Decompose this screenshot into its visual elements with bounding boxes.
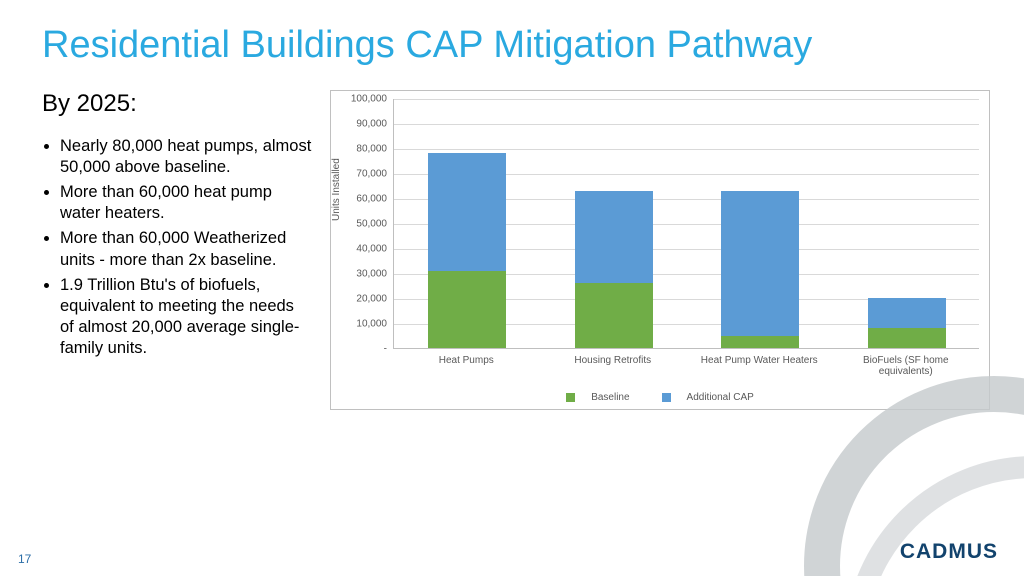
bullet-item: Nearly 80,000 heat pumps, almost 50,000 … [60, 136, 312, 178]
bar-segment-baseline [428, 271, 506, 349]
y-tick-label: 20,000 [356, 294, 387, 305]
y-tick-label: 10,000 [356, 319, 387, 330]
legend-swatch [566, 393, 575, 402]
subhead: By 2025: [42, 90, 137, 118]
bar-segment-additional [575, 191, 653, 284]
grid-line [394, 124, 979, 125]
y-axis: -10,00020,00030,00040,00050,00060,00070,… [331, 99, 391, 349]
slide: Residential Buildings CAP Mitigation Pat… [0, 0, 1024, 576]
x-tick-label: Heat Pumps [397, 355, 536, 366]
x-tick-label: Housing Retrofits [543, 355, 682, 366]
bar-segment-baseline [721, 336, 799, 349]
bar-segment-additional [868, 298, 946, 328]
bar-segment-additional [428, 153, 506, 271]
bullet-item: More than 60,000 heat pump water heaters… [60, 182, 312, 224]
chart: Units Installed -10,00020,00030,00040,00… [330, 90, 990, 410]
brand-logo: CADMUS [900, 540, 998, 564]
y-tick-label: 90,000 [356, 119, 387, 130]
bar-segment-baseline [575, 283, 653, 348]
bar-segment-additional [721, 191, 799, 336]
bar-segment-baseline [868, 328, 946, 348]
plot-area [393, 99, 979, 349]
bullet-item: 1.9 Trillion Btu's of biofuels, equivale… [60, 275, 312, 359]
y-tick-label: 30,000 [356, 269, 387, 280]
x-tick-label: BioFuels (SF home equivalents) [836, 355, 975, 377]
y-tick-label: - [384, 344, 387, 355]
y-tick-label: 70,000 [356, 169, 387, 180]
x-axis-labels: Heat Pumps Housing Retrofits Heat Pump Wat… [393, 351, 979, 379]
legend-swatch [662, 393, 671, 402]
legend-label: Baseline [591, 392, 629, 403]
y-tick-label: 60,000 [356, 194, 387, 205]
legend-label: Additional CAP [687, 392, 754, 403]
y-tick-label: 80,000 [356, 144, 387, 155]
y-tick-label: 50,000 [356, 219, 387, 230]
page-number: 17 [18, 552, 31, 566]
legend-item: Baseline [558, 392, 637, 403]
y-tick-label: 40,000 [356, 244, 387, 255]
bullet-item: More than 60,000 Weatherized units - mor… [60, 228, 312, 270]
legend: Baseline Additional CAP [331, 392, 989, 403]
y-tick-label: 100,000 [351, 94, 387, 105]
slide-title: Residential Buildings CAP Mitigation Pat… [42, 24, 812, 67]
grid-line [394, 99, 979, 100]
grid-line [394, 149, 979, 150]
legend-item: Additional CAP [654, 392, 762, 403]
x-tick-label: Heat Pump Water Heaters [690, 355, 829, 366]
bullet-list: Nearly 80,000 heat pumps, almost 50,000 … [42, 136, 312, 363]
